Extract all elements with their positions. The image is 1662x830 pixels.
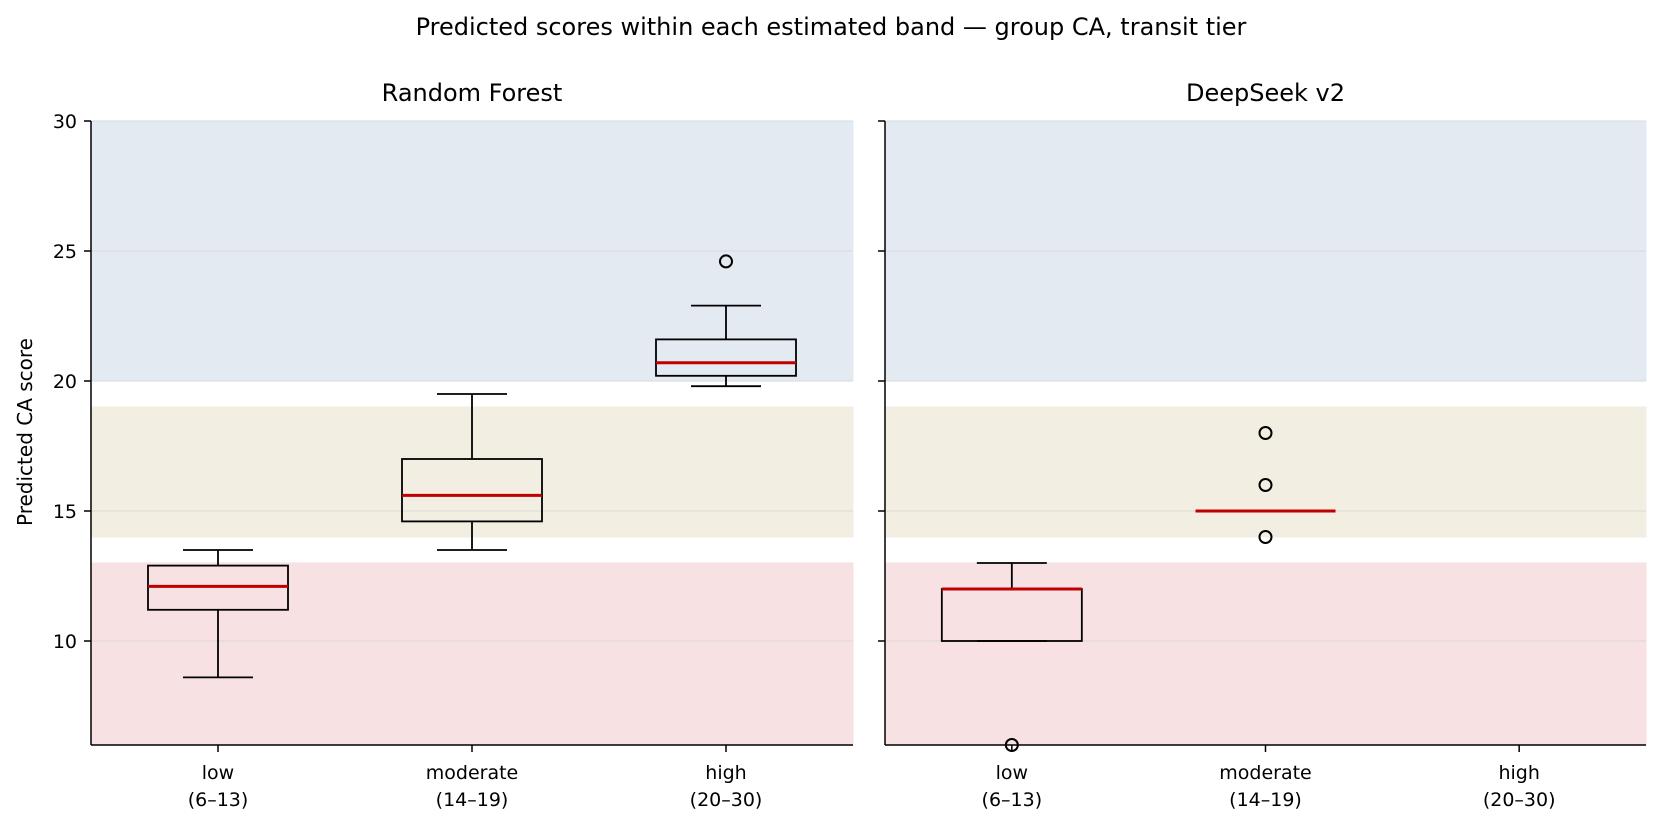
band-low: [90, 562, 854, 746]
x-tick-range-label: (14–19): [1229, 789, 1302, 811]
x-tick-label: moderate: [1219, 762, 1311, 784]
iqr-box: [401, 458, 543, 523]
panel-title: Random Forest: [382, 79, 563, 107]
outlier-point: [1258, 478, 1273, 492]
outlier-point: [1004, 738, 1019, 752]
y-tick-label: 20: [53, 371, 77, 393]
box-high: [655, 254, 797, 388]
y-tick-label: 25: [53, 241, 77, 263]
x-tick-range-label: (14–19): [436, 789, 509, 811]
outlier-point: [1258, 426, 1273, 440]
y-tick-label: 15: [53, 501, 77, 523]
x-tick-range-label: (6–13): [188, 789, 249, 811]
x-tick-range-label: (20–30): [1483, 789, 1556, 811]
y-axis-label: Predicted CA score: [13, 338, 37, 526]
y-tick-label: 30: [53, 111, 77, 133]
panel-title: DeepSeek v2: [1186, 79, 1345, 107]
panel-0: Random Forest 10 15 20 25 30 low (6–13) moderate…: [53, 79, 854, 811]
x-tick-range-label: (20–30): [690, 789, 763, 811]
x-tick-label: moderate: [426, 762, 518, 784]
x-tick-label: high: [705, 762, 746, 784]
box-moderate: [401, 393, 543, 551]
band-low: [884, 562, 1647, 746]
y-tick-label: 10: [53, 631, 77, 653]
chart-title: Predicted scores within each estimated b…: [416, 13, 1247, 41]
box-low: [147, 549, 289, 679]
band-moderate: [884, 406, 1647, 538]
x-tick-label: low: [202, 762, 234, 784]
iqr-box: [655, 338, 797, 377]
x-tick-range-label: (6–13): [982, 789, 1043, 811]
x-tick-label: low: [996, 762, 1028, 784]
box-low: [940, 562, 1083, 752]
outlier-point: [1258, 530, 1273, 544]
panel-1: DeepSeek v2 low (6–13) moderate (14–19) high (…: [878, 79, 1647, 811]
x-tick-label: high: [1498, 762, 1539, 784]
outlier-point: [719, 254, 733, 269]
box-moderate: [1195, 426, 1336, 544]
